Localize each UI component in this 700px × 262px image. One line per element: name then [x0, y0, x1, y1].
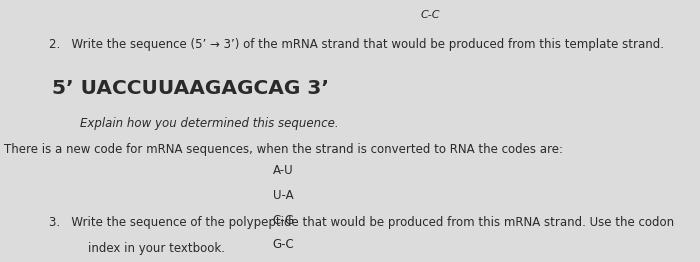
Text: C-C: C-C	[421, 10, 440, 20]
Text: There is a new code for mRNA sequences, when the strand is converted to RNA the : There is a new code for mRNA sequences, …	[4, 143, 563, 156]
Text: 3.   Write the sequence of the polypeptide that would be produced from this mRNA: 3. Write the sequence of the polypeptide…	[49, 216, 674, 229]
Text: C-G: C-G	[272, 214, 295, 227]
Text: 5’ UACCUUAAGAGCAG 3’: 5’ UACCUUAAGAGCAG 3’	[52, 79, 330, 98]
Text: Explain how you determined this sequence.: Explain how you determined this sequence…	[80, 117, 339, 130]
Text: G-C: G-C	[272, 238, 295, 252]
Text: A-U: A-U	[273, 164, 294, 177]
Text: 2.   Write the sequence (5’ → 3’) of the mRNA strand that would be produced from: 2. Write the sequence (5’ → 3’) of the m…	[49, 38, 664, 51]
Text: index in your textbook.: index in your textbook.	[88, 242, 225, 255]
Text: U-A: U-A	[273, 189, 294, 202]
